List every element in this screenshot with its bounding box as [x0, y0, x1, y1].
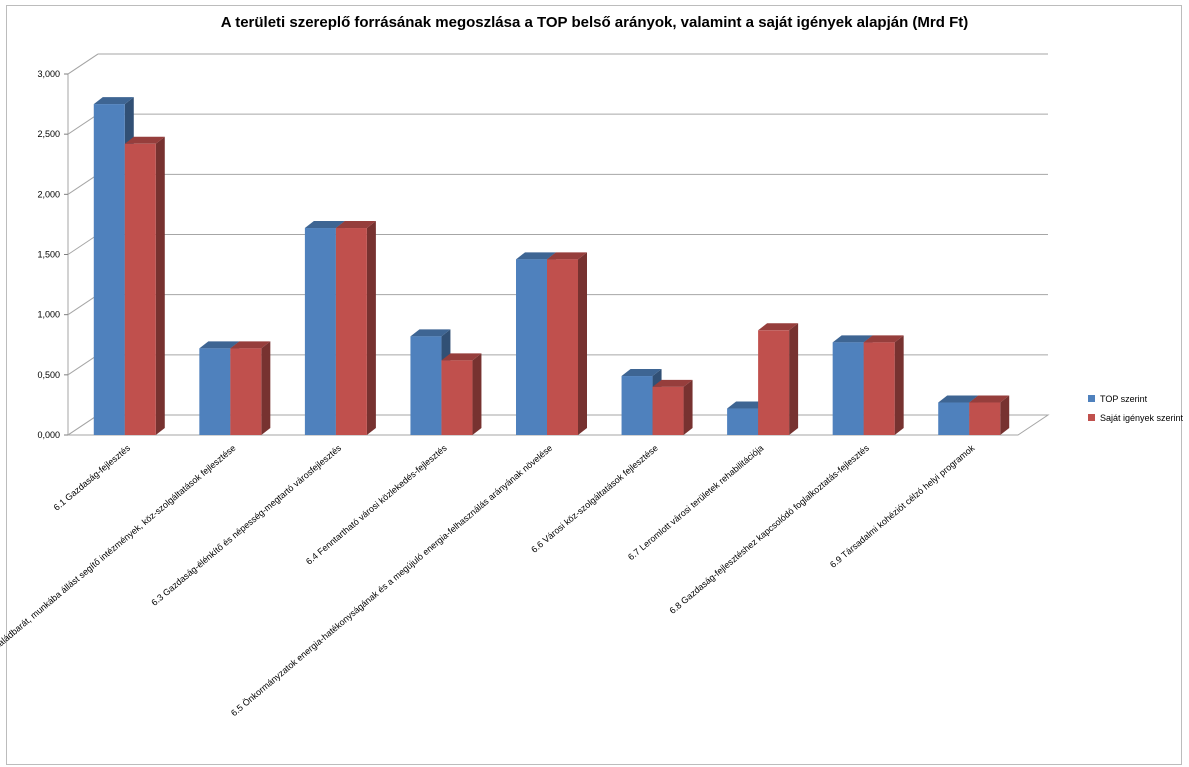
gridline-diag	[67, 53, 99, 75]
bar-top	[93, 97, 134, 105]
bar-top	[410, 329, 451, 337]
bar-sajat-9	[969, 395, 1010, 435]
bar-front	[199, 348, 231, 435]
ytick-label: 2,500	[37, 129, 60, 139]
ytick-label: 0,000	[37, 430, 60, 440]
x-category-label: 6.1 Gazdaság-fejlesztés	[52, 443, 133, 513]
bar-front	[621, 376, 653, 435]
bar-side	[683, 379, 693, 435]
bar-front	[124, 143, 156, 435]
bar-side	[789, 323, 799, 435]
legend-item-sajat: Saját igények szerint	[1088, 408, 1183, 427]
x-category-label: 6.2 Családbarát, munkába állást segítő i…	[0, 443, 238, 665]
chart-title: A területi szereplő forrásának megoszlás…	[220, 14, 969, 31]
bar-front	[727, 408, 759, 435]
bar-side	[366, 221, 376, 435]
bar-side	[261, 341, 271, 435]
gridline-diag	[67, 173, 99, 195]
bar-front	[547, 259, 578, 435]
bar-top	[441, 353, 482, 361]
bar-front	[863, 342, 895, 435]
x-category-label: 6.8 Gazdaság-fejlesztéshez kapcsolódó fo…	[668, 443, 872, 616]
gridline-diag	[67, 294, 99, 316]
bar-top	[621, 369, 662, 377]
ytick-label: 2,000	[37, 189, 60, 199]
legend-label-sajat: Saját igények szerint	[1100, 412, 1184, 423]
ytick-label: 1,000	[37, 310, 60, 320]
bar-top	[863, 335, 904, 343]
bar-top	[938, 395, 979, 403]
bar-sajat-3	[335, 221, 376, 435]
bar-front	[441, 360, 473, 435]
bar-front	[758, 330, 790, 435]
ytick-label: 3,000	[37, 69, 60, 79]
bar-top	[727, 401, 768, 409]
bar-top	[969, 395, 1010, 403]
bar-top	[230, 341, 271, 349]
bar-sajat-4	[441, 353, 482, 435]
bar-front	[93, 104, 125, 435]
bar-front	[969, 402, 1001, 435]
bar-top	[547, 252, 587, 260]
x-category-label: 6.3 Gazdaság-élénkítő és népesség-megtar…	[149, 443, 343, 608]
bar-side	[1000, 395, 1010, 435]
gridline-diag	[67, 113, 99, 135]
bar-top	[335, 221, 376, 229]
ytick-label: 0,500	[37, 370, 60, 380]
legend-item-top: TOP szerint	[1088, 389, 1183, 408]
bar-side	[472, 353, 482, 435]
bar-front	[335, 228, 367, 435]
bar-sajat-6	[652, 379, 693, 435]
bar-top	[516, 252, 556, 260]
bar-front	[230, 348, 262, 435]
bar-side	[155, 136, 165, 435]
bar-front	[516, 259, 547, 435]
x-category-label: 6.6 Városi köz-szolgáltatások fejlesztés…	[529, 443, 660, 555]
bar-top	[832, 335, 873, 343]
bar-sajat-2	[230, 341, 271, 435]
bar-front	[652, 386, 684, 435]
bar-front	[304, 228, 336, 435]
bar-top	[199, 341, 240, 349]
legend: TOP szerint Saját igények szerint	[1088, 389, 1183, 427]
bar-side	[578, 252, 587, 435]
bar-top	[758, 323, 799, 331]
legend-swatch-top	[1088, 395, 1095, 402]
legend-label-top: TOP szerint	[1100, 393, 1148, 404]
bar-sajat-5	[547, 252, 587, 435]
bar-front	[938, 402, 970, 435]
y-axis-ticks: 0,000 0,500 1,000 1,500 2,000 2,500 3,000	[37, 69, 68, 440]
bar-sajat-8	[863, 335, 904, 435]
bar-front	[410, 336, 442, 435]
bar-layer	[93, 97, 1010, 435]
bar-sajat-7	[758, 323, 799, 435]
bar-top	[124, 136, 165, 144]
bar-front	[832, 342, 864, 435]
gridline-diag	[67, 234, 99, 255]
gridline-diag	[67, 414, 99, 436]
bar-top	[652, 379, 693, 387]
bar-sajat-1	[124, 136, 165, 435]
bar-side	[894, 335, 904, 435]
ytick-label: 1,500	[37, 250, 60, 260]
gridline-diag	[67, 354, 99, 376]
bar-top	[304, 221, 345, 229]
legend-swatch-sajat	[1088, 414, 1095, 421]
